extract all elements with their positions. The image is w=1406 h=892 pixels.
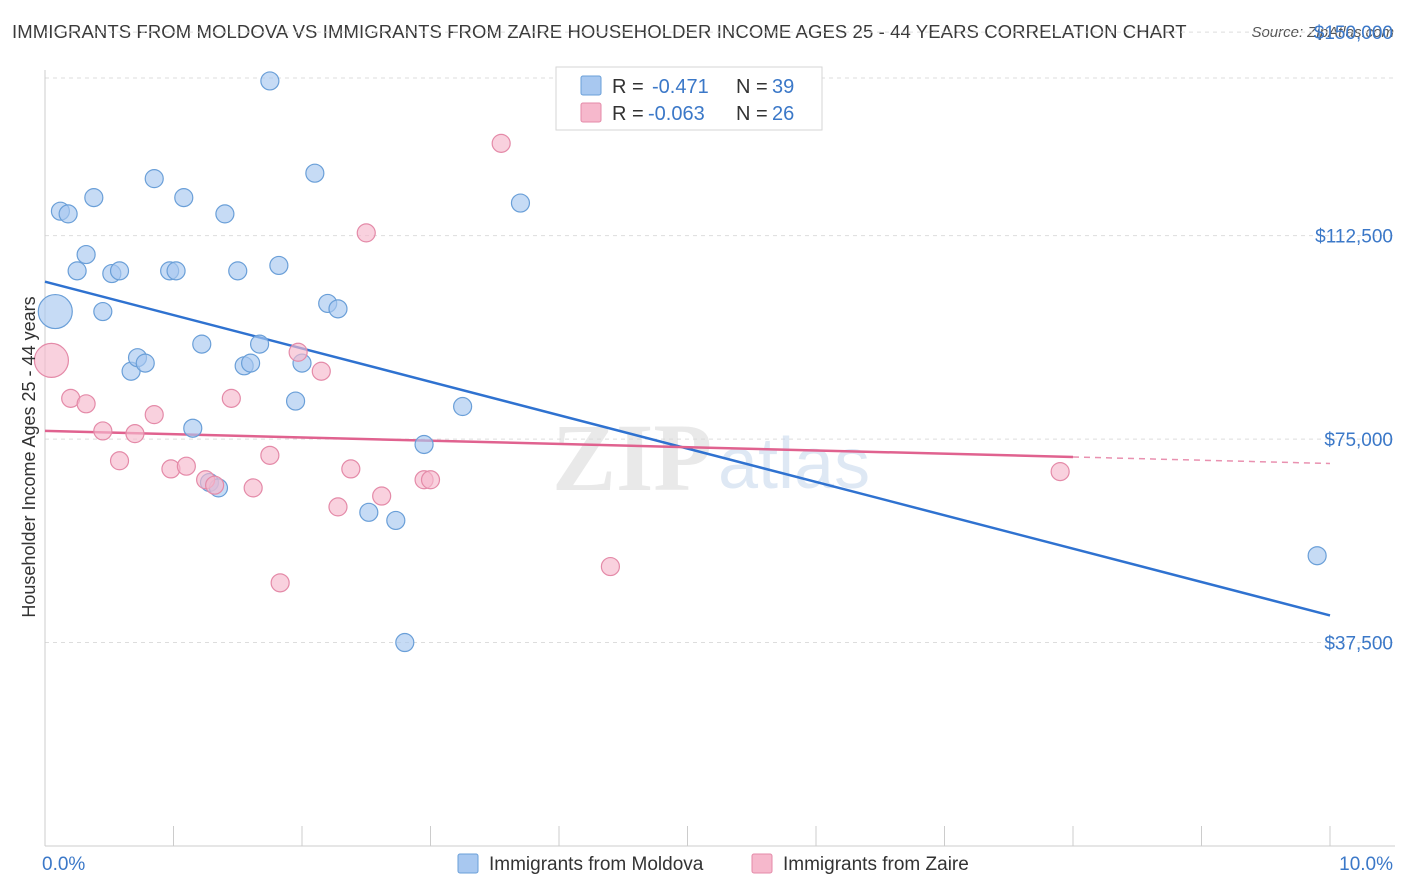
chart-title: IMMIGRANTS FROM MOLDOVA VS IMMIGRANTS FR… — [12, 21, 1187, 42]
watermark-atlas: atlas — [718, 424, 870, 504]
moldova-point — [453, 396, 473, 417]
zaire-point — [125, 424, 145, 444]
zaire-point — [270, 573, 290, 593]
moldova-point — [1307, 546, 1327, 566]
moldova-point — [241, 353, 261, 373]
moldova-point — [328, 299, 348, 319]
legend-n-label-moldova: N = — [736, 76, 768, 98]
legend-swatch-moldova — [580, 75, 602, 96]
zaire-trend-line — [44, 429, 1074, 459]
moldova-point — [166, 261, 186, 281]
correlation-legend: R = -0.471 N = 39 R = -0.063 N = 26 — [555, 66, 823, 131]
legend-swatch-zaire — [580, 102, 602, 123]
legend-r-value-zaire: -0.063 — [648, 103, 705, 125]
zaire-point — [420, 470, 441, 490]
y-tick-label: $112,500 — [1315, 227, 1393, 248]
moldova-point — [76, 244, 96, 265]
moldova-point — [285, 391, 306, 411]
legend-r-label-moldova: R = — [612, 76, 644, 98]
zaire-point — [144, 405, 164, 425]
moldova-point — [414, 434, 434, 455]
zaire-point — [221, 388, 241, 408]
zaire-point — [93, 421, 113, 441]
moldova-point — [84, 188, 104, 208]
moldova-point — [183, 418, 203, 438]
x-tick-label: 10.0% — [1339, 854, 1393, 875]
zaire-point — [1050, 462, 1070, 482]
moldova-point — [109, 261, 130, 281]
moldova-point — [93, 301, 113, 322]
watermark: ZIP atlas — [552, 404, 870, 511]
legend-r-value-moldova: -0.471 — [652, 76, 709, 98]
axis-layer — [44, 70, 1395, 847]
moldova-point — [37, 293, 73, 330]
series-legend-label-zaire: Immigrants from Zaire — [783, 854, 969, 875]
series-legend: Immigrants from Moldova Immigrants from … — [457, 853, 969, 875]
moldova-point — [144, 169, 164, 189]
zaire-point — [356, 223, 376, 243]
zaire-point — [372, 486, 392, 506]
zaire-point — [260, 445, 280, 465]
zaire-point — [341, 459, 361, 479]
moldova-point — [269, 255, 289, 276]
zaire-point — [311, 361, 331, 381]
zaire-point — [328, 497, 348, 517]
series-legend-swatch-moldova — [457, 853, 479, 874]
zaire-point — [109, 451, 130, 471]
moldova-point — [359, 502, 379, 522]
moldova-point — [192, 334, 212, 354]
legend-n-value-moldova: 39 — [772, 76, 794, 98]
moldova-trend-line — [44, 280, 1331, 617]
legend-n-label-zaire: N = — [736, 103, 768, 125]
watermark-zip: ZIP — [552, 404, 712, 511]
zaire-point — [205, 475, 225, 495]
moldova-point — [249, 334, 270, 354]
moldova-point — [67, 261, 87, 281]
zaire-point — [33, 342, 70, 378]
zaire-trend-line-extension — [1072, 456, 1331, 465]
zaire-point — [600, 556, 621, 577]
zaire-point — [288, 342, 308, 362]
legend-r-label-zaire: R = — [612, 103, 644, 125]
trend-layer — [44, 280, 1331, 617]
x-tick-label: 0.0% — [42, 854, 85, 875]
y-tick-label: $75,000 — [1324, 430, 1393, 451]
chart-source: Source: ZipAtlas.com — [1251, 24, 1394, 41]
zaire-point — [243, 478, 263, 498]
y-axis-label: Householder Income Ages 25 - 44 years — [19, 296, 39, 617]
moldova-point — [395, 632, 415, 653]
moldova-point — [228, 261, 248, 281]
moldova-point — [260, 71, 280, 91]
y-tick-label: $150,000 — [1314, 23, 1393, 44]
series-legend-swatch-zaire — [751, 853, 773, 874]
zaire-point — [491, 133, 511, 153]
moldova-point — [174, 188, 194, 208]
tick-layer: $37,500 $75,000 $112,500 $150,000 0.0% 10.0% — [42, 23, 1393, 875]
moldova-point — [305, 163, 325, 183]
moldova-point — [215, 204, 235, 224]
point-layer — [33, 71, 1327, 653]
zaire-point — [76, 394, 96, 414]
y-tick-label: $37,500 — [1324, 634, 1393, 655]
moldova-point — [58, 204, 78, 224]
moldova-point — [135, 353, 155, 373]
legend-n-value-zaire: 26 — [772, 103, 794, 125]
moldova-point — [510, 193, 531, 213]
zaire-point — [176, 456, 196, 476]
series-legend-label-moldova: Immigrants from Moldova — [489, 854, 704, 875]
moldova-point — [386, 510, 406, 531]
